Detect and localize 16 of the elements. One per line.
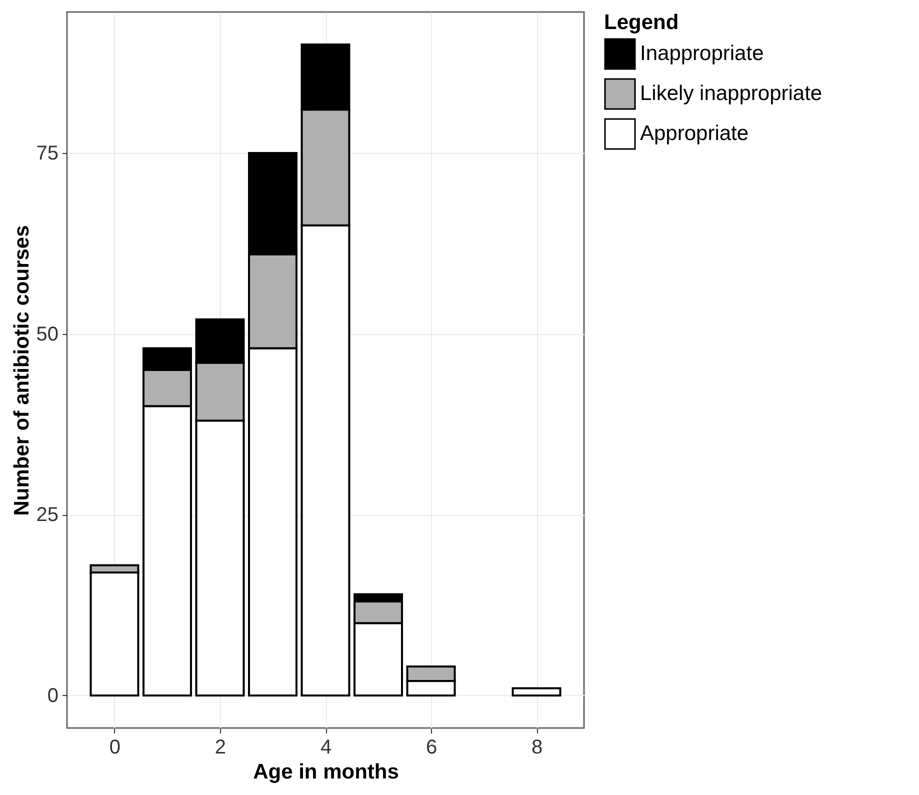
y-tick-label: 25 (36, 504, 58, 526)
x-tick-label: 2 (214, 736, 226, 758)
x-axis-title: Age in months (253, 760, 399, 784)
x-tick-label: 8 (531, 736, 543, 758)
x-tick-label: 6 (426, 736, 438, 758)
legend-label: Inappropriate (640, 42, 764, 65)
y-tick-label: 50 (36, 323, 58, 346)
legend-title: Legend (604, 11, 679, 34)
bar (512, 687, 562, 696)
y-axis-title: Number of antibiotic courses (10, 225, 34, 516)
y-tick-label: 75 (36, 142, 58, 165)
legend-label: Likely inappropriate (640, 82, 822, 105)
x-tick-label: 4 (320, 736, 332, 758)
x-tick-label: 0 (109, 736, 121, 758)
y-tick-label: 0 (47, 684, 58, 707)
legend-label: Appropriate (640, 122, 749, 145)
